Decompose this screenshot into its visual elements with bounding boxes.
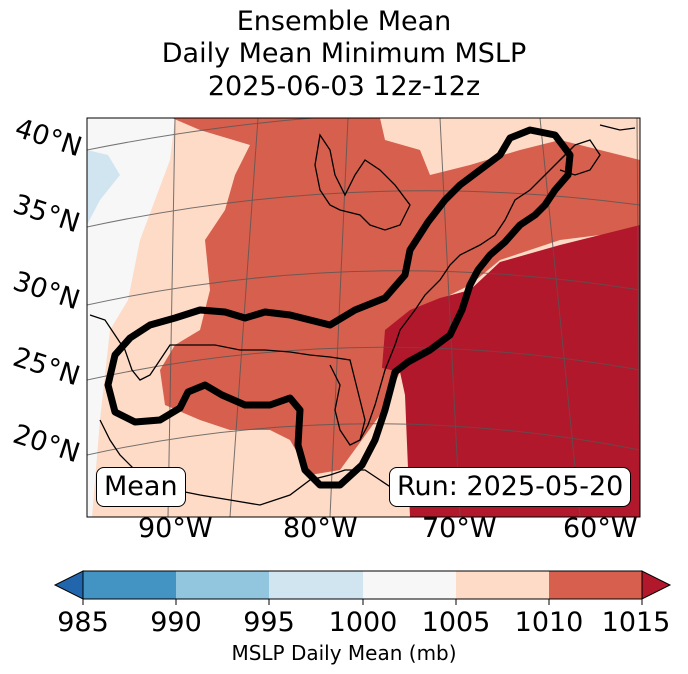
- colorbar-tick-1015: 1015: [601, 607, 671, 638]
- coastlines: [89, 124, 636, 506]
- title-line-3: 2025-06-03 12z-12z: [207, 71, 481, 102]
- colorbar: [53, 570, 672, 605]
- band-1000-1005: [87, 118, 175, 517]
- colorbar-extend-high: [641, 570, 672, 600]
- pressure-field: [87, 118, 640, 517]
- mean-label-box: Mean: [96, 467, 186, 507]
- title-line-1: Ensemble Mean: [236, 6, 452, 37]
- run-date-box: Run: 2025-05-20: [389, 467, 632, 507]
- colorbar-tick-985: 985: [57, 607, 109, 638]
- colorbar-1005-1010: [456, 571, 549, 599]
- title-line-2: Daily Mean Minimum MSLP: [161, 38, 527, 69]
- colorbar-tick-1005: 1005: [421, 607, 491, 638]
- lon-label-80w: 80°W: [283, 513, 358, 544]
- colorbar-tick-995: 995: [243, 607, 295, 638]
- colorbar-tick-1000: 1000: [328, 607, 398, 638]
- colorbar-990-995: [176, 571, 269, 599]
- colorbar-tick-990: 990: [150, 607, 202, 638]
- lon-label-90w: 90°W: [138, 513, 213, 544]
- colorbar-985-990: [83, 571, 176, 599]
- colorbar-1010-1015: [549, 571, 642, 599]
- map-frame: [86, 117, 641, 518]
- contour-outline: [104, 126, 574, 489]
- band-1010-1015: [160, 118, 640, 475]
- colorbar-tick-1010: 1010: [514, 607, 584, 638]
- band-995-1000: [87, 150, 120, 225]
- lon-label-60w: 60°W: [563, 513, 638, 544]
- lon-label-70w: 70°W: [422, 513, 497, 544]
- colorbar-995-1000: [269, 571, 363, 599]
- band-1015-plus: [382, 225, 640, 517]
- colorbar-label: MSLP Daily Mean (mb): [231, 641, 457, 665]
- colorbar-extend-low: [53, 570, 84, 600]
- colorbar-1000-1005: [363, 571, 456, 599]
